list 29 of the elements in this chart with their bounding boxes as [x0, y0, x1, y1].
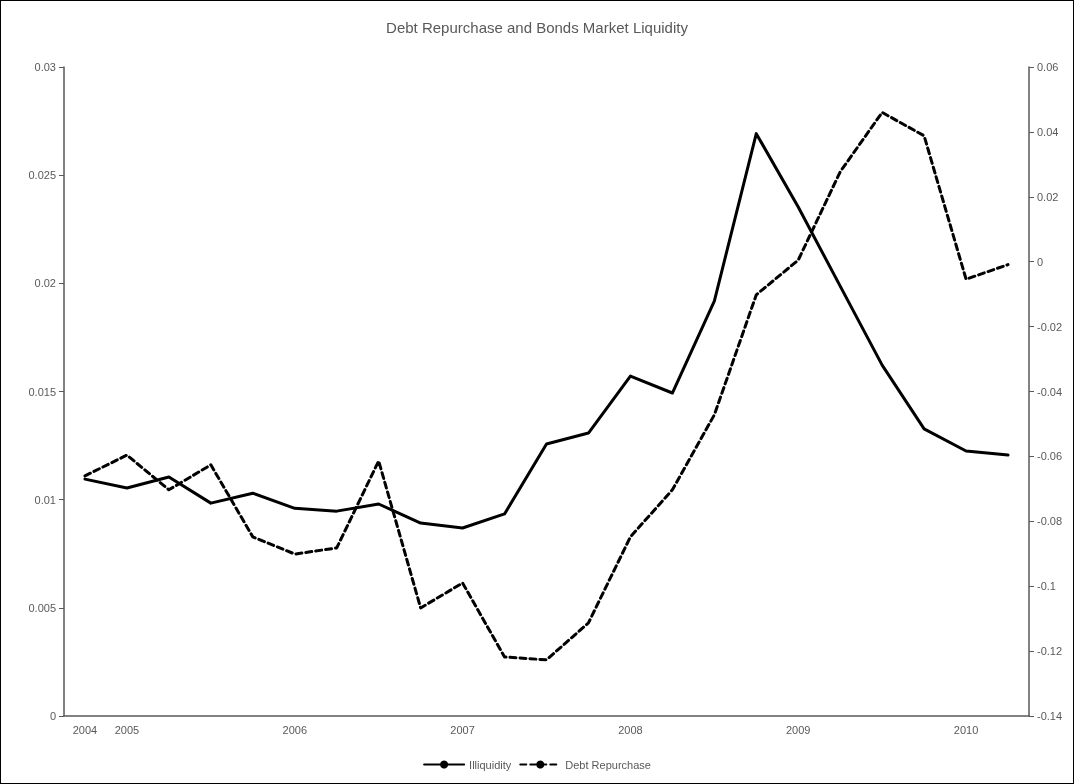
y-tick-label: 0.02 — [34, 277, 56, 290]
y2-tick-label: -0.12 — [1037, 645, 1063, 658]
y2-tick-label: -0.04 — [1037, 385, 1063, 398]
y2-tick-label: 0.02 — [1037, 190, 1059, 203]
y-tick-label: 0 — [49, 710, 56, 722]
y2-tick-label: -0.06 — [1037, 450, 1063, 463]
y-tick-label: 0.025 — [28, 169, 56, 182]
y2-tick-label: 0 — [1037, 255, 1044, 268]
y-tick-label: 0.015 — [28, 385, 56, 398]
x-tick-label: 2005 — [114, 723, 140, 736]
line-series — [83, 110, 1010, 662]
y2-tick-label: 0.06 — [1037, 61, 1059, 73]
y-tick-label: 0.005 — [28, 601, 56, 614]
y2-tick-label: -0.14 — [1037, 710, 1063, 722]
x-tick-label: 2010 — [953, 723, 979, 736]
x-tick-label: 2009 — [786, 723, 811, 736]
y-tick-label: 0.01 — [34, 493, 56, 506]
y-tick-label: 0.03 — [34, 61, 56, 73]
x-tick-label: 2008 — [618, 723, 643, 736]
y2-tick-label: -0.1 — [1037, 580, 1056, 593]
x-tick-label: 2007 — [450, 723, 475, 736]
chart-title: Debt Repurchase and Bonds Market Liquidity — [386, 19, 689, 36]
legend-label: Illiquidity — [469, 758, 512, 771]
y2-tick-label: -0.02 — [1037, 320, 1063, 333]
legend-label: Debt Repurchase — [565, 758, 651, 771]
y2-tick-label: -0.08 — [1037, 515, 1063, 528]
x-tick-label: 2006 — [282, 723, 307, 736]
y2-tick-label: 0.04 — [1037, 125, 1059, 138]
x-tick-label: 2004 — [72, 723, 98, 736]
